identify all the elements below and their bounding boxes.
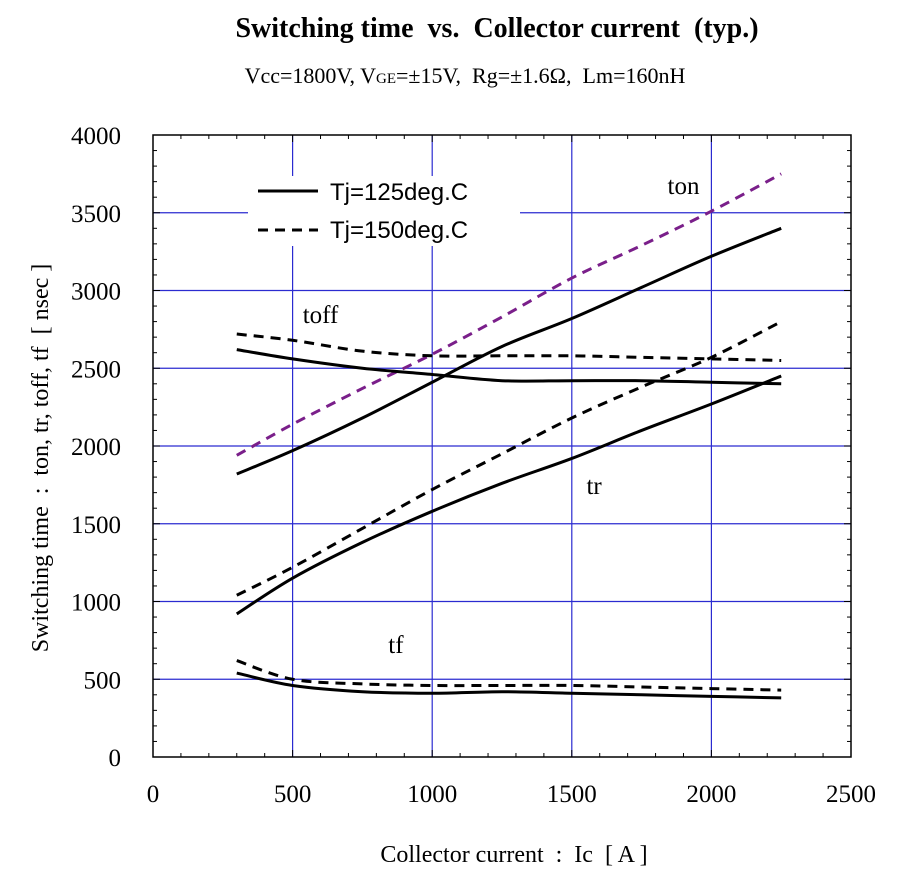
series-toff-tj-125deg-c — [236, 348, 782, 386]
series-ton-tj-150deg-c — [236, 172, 782, 457]
y-tick-label-1000: 1000 — [71, 590, 121, 617]
x-axis-label: Collector current : Ic [ A ] — [380, 842, 647, 868]
series-tf-tj-150deg-c — [236, 659, 782, 692]
subtitle-part-2: =±15V, Rg=±1.6Ω, Lm=160nH — [396, 63, 685, 88]
x-tick-label-1500: 1500 — [547, 781, 597, 808]
curve-annotations: ton toff tr tf — [303, 173, 700, 659]
y-tick-label-2000: 2000 — [71, 434, 121, 461]
legend-label-150: Tj=150deg.C — [330, 217, 468, 244]
tick-labels: 0 500 1000 1500 2000 2500 3000 3500 4000 0 500 1000… — [71, 123, 876, 808]
data-lines — [235, 172, 782, 700]
series-toff-tj-150deg-c — [236, 332, 782, 362]
x-tick-label-0: 0 — [147, 781, 160, 808]
legend-label-125: Tj=125deg.C — [330, 179, 468, 206]
y-tick-label-4000: 4000 — [71, 123, 121, 150]
annotation-ton: ton — [668, 173, 700, 200]
y-axis-label: Switching time : ton, tr, toff, tf [ nse… — [28, 264, 54, 653]
chart-title: Switching time vs. Collector current (ty… — [235, 13, 758, 44]
y-tick-label-500: 500 — [84, 667, 122, 694]
x-tick-label-2500: 2500 — [826, 781, 876, 808]
x-tick-label-1000: 1000 — [407, 781, 457, 808]
annotation-toff: toff — [303, 302, 339, 329]
series-tr-tj-150deg-c — [236, 320, 782, 597]
x-tick-label-500: 500 — [274, 781, 312, 808]
y-tick-label-2500: 2500 — [71, 356, 121, 383]
legend: Tj=125deg.C Tj=150deg.C — [248, 176, 520, 246]
minor-ticks — [152, 134, 852, 758]
annotation-tf: tf — [388, 632, 404, 659]
y-tick-label-3500: 3500 — [71, 201, 121, 228]
annotation-tr: tr — [586, 473, 602, 500]
y-tick-label-3000: 3000 — [71, 279, 121, 306]
series-ton-tj-125deg-c — [236, 226, 782, 476]
legend-background — [248, 176, 520, 246]
subtitle-subscript: GE — [376, 71, 396, 87]
subtitle-part-1: Vcc=1800V, V — [245, 63, 376, 88]
series-tr-tj-125deg-c — [235, 374, 782, 616]
series-tf-tj-125deg-c — [236, 671, 782, 700]
y-tick-label-0: 0 — [109, 745, 122, 772]
chart-subtitle: Vcc=1800V, VGE=±15V, Rg=±1.6Ω, Lm=160nH — [245, 63, 686, 88]
x-tick-label-2000: 2000 — [686, 781, 736, 808]
y-tick-label-1500: 1500 — [71, 512, 121, 539]
